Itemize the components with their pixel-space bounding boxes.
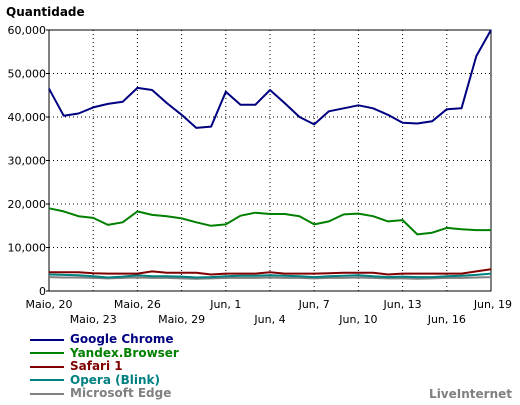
y-tick-label: 30,000 — [8, 155, 47, 168]
credit-label: LiveInternet — [429, 387, 512, 401]
x-tick-label: Jun, 1 — [209, 298, 241, 311]
line-chart: Quantidade 0 10,000 20,000 30,000 40,000 50,0… — [6, 5, 512, 326]
legend-swatch — [30, 392, 64, 395]
legend-item: Opera (Blink) — [30, 372, 179, 388]
legend-swatch — [30, 338, 64, 341]
x-tick-label: Jun, 16 — [427, 313, 466, 326]
x-tick-label: Jun, 13 — [383, 298, 422, 311]
y-tick-label: 20,000 — [8, 198, 47, 211]
series-line-google-chrome — [48, 29, 492, 129]
legend-item: Yandex.Browser — [30, 345, 179, 361]
y-tick-label: 50,000 — [8, 68, 47, 81]
x-tick-label: Jun, 10 — [338, 313, 377, 326]
y-tick-label: 10,000 — [8, 242, 47, 255]
legend-item: Google Chrome — [30, 333, 179, 347]
y-tick-label: 0 — [39, 285, 46, 298]
y-tick-label: 60,000 — [8, 24, 47, 37]
legend-label: Microsoft Edge — [70, 386, 172, 401]
series-line-yandex-browser — [48, 207, 491, 236]
x-tick-label: Jun, 19 — [473, 298, 512, 311]
legend-label: Yandex.Browser — [70, 345, 179, 360]
x-tick-label: Maio, 26 — [114, 298, 161, 311]
legend-label: Opera (Blink) — [70, 372, 160, 387]
series-line-microsoft-edge — [48, 276, 492, 280]
y-tick-label: 40,000 — [8, 111, 47, 124]
legend-label: Safari 1 — [70, 359, 123, 374]
x-tick-label: Jun, 4 — [253, 313, 285, 326]
legend-swatch — [30, 352, 64, 355]
x-tick-labels: Maio, 20 Maio, 26 Jun, 1 Jun, 7 Jun, 13 Jun, … — [25, 298, 512, 326]
legend-label: Google Chrome — [70, 332, 174, 347]
y-axis-title: Quantidade — [6, 5, 85, 19]
series-line-safari-1 — [49, 268, 492, 276]
legend-item: Microsoft Edge — [30, 387, 179, 401]
y-tick-labels: 0 10,000 20,000 30,000 40,000 50,000 60,000 — [8, 24, 49, 298]
series-line-opera-blink — [48, 272, 492, 279]
x-tick-label: Maio, 23 — [70, 313, 117, 326]
series-lines — [48, 29, 492, 280]
legend-swatch — [30, 379, 64, 382]
grid-lines — [49, 30, 491, 291]
legend-item: Safari 1 — [30, 360, 179, 374]
x-tick-label: Maio, 20 — [25, 298, 72, 311]
legend-swatch — [30, 365, 64, 368]
legend: Google Chrome Yandex.Browser Safari 1 Opera… — [30, 333, 179, 401]
x-tick-label: Jun, 7 — [298, 298, 330, 311]
x-tick-label: Maio, 29 — [158, 313, 205, 326]
